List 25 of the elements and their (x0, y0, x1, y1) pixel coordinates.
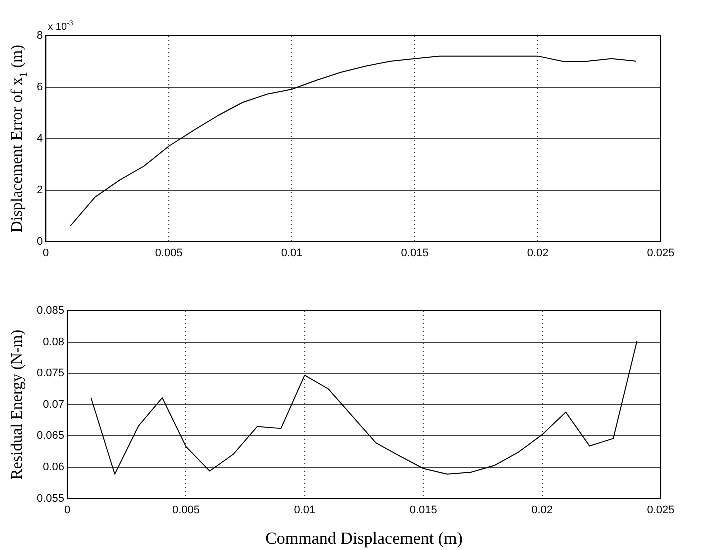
x-tick-label: 0.01 (281, 247, 303, 260)
x-axis-title: Command Displacement (m) (266, 529, 463, 548)
y-tick-label: 8 (36, 30, 44, 42)
y-tick-label: 6 (36, 81, 44, 94)
y-tick-label: 0 (36, 236, 44, 248)
x-tick-label: 0.005 (172, 504, 200, 516)
y-tick-label: 0.055 (36, 492, 65, 505)
x-tick-label: 0.015 (401, 247, 429, 260)
y-axis-title: Residual Energy (N-m) (9, 330, 26, 480)
x-tick-label: 0.02 (527, 247, 549, 260)
y-axis-title: Displacement Error of x1 (m) (9, 45, 30, 233)
y-tick-label: 0.06 (43, 462, 65, 474)
x-tick-label: 0.02 (532, 504, 554, 516)
y-tick-label: 0.085 (36, 305, 65, 318)
y-tick-label: 0.075 (36, 368, 65, 380)
y-tick-label: 0.065 (36, 430, 65, 442)
x-tick-label: 0.015 (410, 504, 438, 516)
x-tick-label: 0.025 (647, 247, 675, 260)
y-tick-label: 2 (36, 184, 44, 196)
y-tick-label: 0.07 (43, 398, 65, 411)
x-tick-label: 0.005 (155, 247, 183, 260)
y-tick-label: 4 (36, 132, 44, 145)
y-tick-label: 0.08 (43, 336, 65, 348)
x-tick-label: 0.025 (647, 504, 675, 516)
x-tick-label: 0.01 (294, 504, 316, 516)
